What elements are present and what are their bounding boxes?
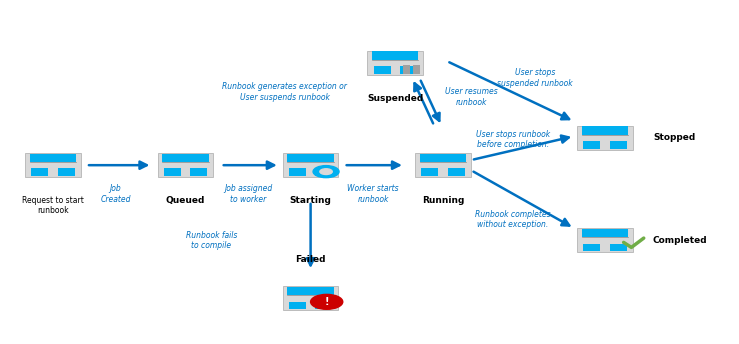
Text: Completed: Completed [653, 236, 707, 245]
FancyBboxPatch shape [30, 154, 76, 162]
Text: Request to start
runbook: Request to start runbook [22, 196, 84, 215]
FancyBboxPatch shape [582, 126, 628, 135]
FancyBboxPatch shape [584, 141, 601, 149]
FancyBboxPatch shape [283, 286, 338, 310]
Text: Stopped: Stopped [653, 133, 695, 142]
Text: Suspended: Suspended [367, 94, 423, 103]
Text: Starting: Starting [290, 196, 332, 205]
FancyBboxPatch shape [374, 66, 391, 74]
FancyBboxPatch shape [283, 153, 338, 178]
Text: User stops runbook
before completion.: User stops runbook before completion. [476, 130, 550, 149]
Text: Job
Created: Job Created [101, 184, 131, 204]
FancyBboxPatch shape [25, 153, 81, 178]
Circle shape [310, 294, 343, 309]
Text: Worker starts
runbook: Worker starts runbook [347, 184, 399, 204]
FancyBboxPatch shape [367, 51, 423, 75]
Text: Queued: Queued [166, 196, 205, 205]
FancyBboxPatch shape [316, 169, 333, 176]
FancyBboxPatch shape [420, 154, 466, 162]
FancyBboxPatch shape [372, 51, 418, 60]
Text: Failed: Failed [296, 255, 326, 264]
FancyBboxPatch shape [316, 302, 333, 310]
FancyBboxPatch shape [163, 154, 208, 162]
FancyBboxPatch shape [289, 302, 306, 310]
FancyBboxPatch shape [584, 244, 601, 251]
FancyBboxPatch shape [577, 126, 633, 150]
FancyBboxPatch shape [448, 169, 465, 176]
Text: User resumes
runbook: User resumes runbook [445, 87, 497, 107]
FancyBboxPatch shape [287, 154, 334, 162]
Text: Runbook generates exception or
User suspends runbook: Runbook generates exception or User susp… [222, 82, 347, 101]
FancyBboxPatch shape [164, 169, 181, 176]
FancyBboxPatch shape [577, 228, 633, 252]
FancyBboxPatch shape [190, 169, 207, 176]
FancyBboxPatch shape [421, 169, 438, 176]
Circle shape [313, 165, 339, 178]
FancyBboxPatch shape [157, 153, 214, 178]
FancyBboxPatch shape [415, 153, 471, 178]
FancyBboxPatch shape [31, 169, 48, 176]
FancyBboxPatch shape [289, 169, 306, 176]
FancyBboxPatch shape [413, 65, 420, 74]
FancyBboxPatch shape [58, 169, 75, 176]
FancyBboxPatch shape [287, 287, 334, 295]
Circle shape [320, 169, 333, 174]
Text: Runbook fails
to compile: Runbook fails to compile [185, 230, 237, 250]
Text: Runbook completes
without exception.: Runbook completes without exception. [475, 210, 551, 229]
Text: !: ! [324, 297, 329, 307]
FancyBboxPatch shape [610, 244, 627, 251]
FancyBboxPatch shape [403, 65, 410, 74]
FancyBboxPatch shape [610, 141, 627, 149]
Text: Job assigned
to worker: Job assigned to worker [224, 184, 272, 204]
Text: Running: Running [422, 196, 464, 205]
FancyBboxPatch shape [582, 229, 628, 237]
Text: User stops
suspended runbook: User stops suspended runbook [497, 68, 573, 88]
FancyBboxPatch shape [400, 66, 417, 74]
